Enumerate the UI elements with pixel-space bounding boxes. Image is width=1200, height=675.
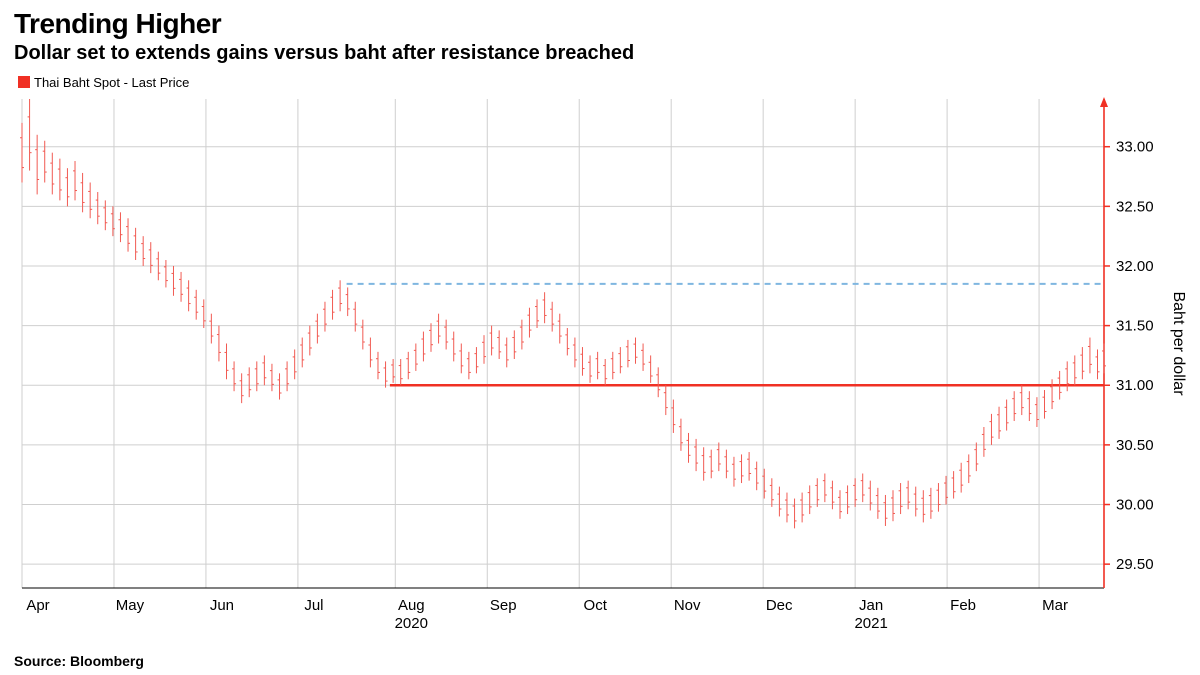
svg-text:Mar: Mar: [1042, 597, 1068, 614]
svg-text:Sep: Sep: [490, 597, 517, 614]
svg-text:2020: 2020: [395, 615, 428, 632]
legend-swatch: [18, 76, 30, 88]
svg-text:32.00: 32.00: [1116, 258, 1154, 275]
svg-text:May: May: [116, 597, 145, 614]
svg-text:Dec: Dec: [766, 597, 793, 614]
svg-text:32.50: 32.50: [1116, 198, 1154, 215]
svg-text:31.50: 31.50: [1116, 318, 1154, 335]
svg-text:Baht per dollar: Baht per dollar: [1170, 291, 1187, 396]
svg-text:30.50: 30.50: [1116, 437, 1154, 454]
source-label: Source: Bloomberg: [14, 653, 1188, 669]
svg-text:29.50: 29.50: [1116, 556, 1154, 573]
svg-text:Jun: Jun: [210, 597, 234, 614]
chart-svg: 29.50 30.00 30.50 31.00 31.50 32.00 32.50 33.00…: [14, 93, 1188, 633]
chart-subtitle: Dollar set to extends gains versus baht …: [14, 42, 1188, 65]
legend: Thai Baht Spot - Last Price: [18, 73, 1188, 91]
svg-text:Oct: Oct: [584, 597, 608, 614]
chart-plot-area: 29.50 30.00 30.50 31.00 31.50 32.00 32.50 33.00…: [14, 93, 1188, 649]
svg-text:31.00: 31.00: [1116, 377, 1154, 394]
svg-text:Jan: Jan: [859, 597, 883, 614]
legend-label: Thai Baht Spot - Last Price: [34, 75, 189, 90]
svg-text:33.00: 33.00: [1116, 139, 1154, 156]
chart-title: Trending Higher: [14, 8, 1188, 40]
svg-text:2021: 2021: [854, 615, 887, 632]
svg-text:Jul: Jul: [304, 597, 323, 614]
svg-text:Apr: Apr: [26, 597, 49, 614]
svg-text:30.00: 30.00: [1116, 497, 1154, 514]
svg-text:Aug: Aug: [398, 597, 425, 614]
svg-text:Feb: Feb: [950, 597, 976, 614]
svg-text:Nov: Nov: [674, 597, 701, 614]
